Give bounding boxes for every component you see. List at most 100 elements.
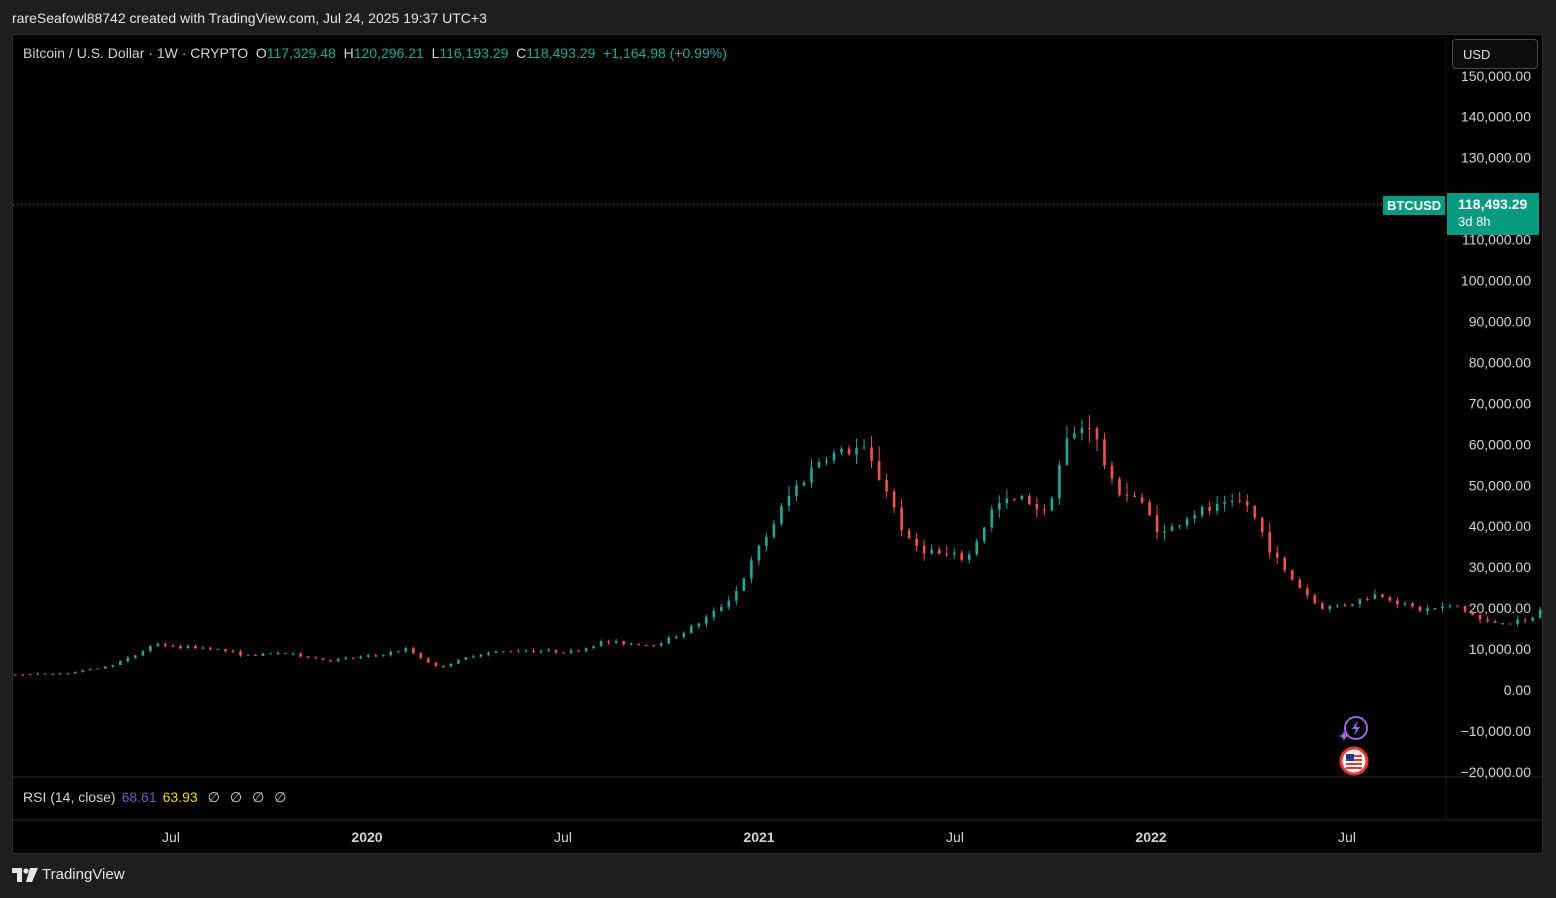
candle-body (216, 648, 220, 650)
y-tick-label: 150,000.00 (1461, 68, 1531, 84)
candle-body (1531, 617, 1534, 621)
candle-body (1058, 464, 1061, 499)
y-tick-label: 0.00 (1504, 682, 1531, 698)
candle-body (562, 652, 565, 654)
candle-body (81, 669, 85, 672)
last-price-value: 118,493.29 (1458, 196, 1528, 212)
candle-body (134, 655, 137, 658)
candle-body (622, 640, 625, 645)
candle-body (269, 653, 272, 655)
candle-body (629, 643, 633, 645)
candle-body (1088, 428, 1091, 430)
candle-body (742, 578, 746, 591)
y-tick-label: 130,000.00 (1461, 150, 1531, 166)
candle-body (231, 651, 235, 653)
candle-body (306, 656, 310, 658)
candle-body (104, 666, 107, 669)
candle-body (787, 495, 791, 507)
price-chart[interactable]: 150,000.00140,000.00130,000.00120,000.00… (13, 35, 1542, 853)
currency-selector-button[interactable]: USD (1452, 39, 1538, 69)
y-tick-label: 70,000.00 (1469, 395, 1531, 411)
candle-body (419, 653, 423, 659)
candle-body (757, 546, 761, 561)
candle-body (96, 668, 100, 670)
candle-body (381, 655, 385, 657)
candle-body (164, 644, 167, 646)
candle-body (149, 645, 152, 652)
candle-body (1125, 494, 1129, 496)
candle-body (975, 541, 979, 555)
candle-body (862, 447, 866, 449)
brand-name: TradingView (42, 866, 125, 883)
candle-body (1073, 433, 1076, 439)
candle-body (66, 673, 70, 675)
candle-body (1336, 605, 1339, 607)
candle-body (404, 648, 408, 652)
candle-body (1471, 611, 1474, 616)
candle-body (1148, 502, 1151, 516)
candle-body (13, 674, 17, 676)
candle-body (599, 641, 603, 646)
candle-body (802, 482, 806, 486)
candle-body (1463, 606, 1467, 612)
candle-body (517, 651, 520, 653)
candle-body (1418, 606, 1422, 612)
rsi-label: RSI (14, close) (23, 789, 116, 805)
candle-body (1433, 608, 1437, 610)
y-tick-label: 60,000.00 (1469, 436, 1531, 452)
candle-body (1268, 532, 1272, 553)
candle-body (847, 448, 851, 455)
high-value: 120,296.21 (353, 45, 424, 61)
candle-body (727, 600, 731, 607)
candle-body (870, 447, 873, 461)
candle-body (915, 538, 918, 546)
candle-body (126, 657, 130, 662)
candle-body (246, 654, 250, 656)
candle-body (1388, 596, 1392, 601)
candle-body (1411, 603, 1414, 607)
candle-body (795, 485, 798, 496)
candle-body (1290, 570, 1294, 580)
candle-body (224, 648, 227, 652)
chart-frame[interactable]: 150,000.00140,000.00130,000.00120,000.00… (12, 34, 1543, 854)
candle-body (1013, 498, 1016, 500)
candle-body (652, 644, 656, 646)
candle-body (524, 650, 528, 652)
close-label: C (516, 45, 527, 61)
y-tick-label: 110,000.00 (1462, 232, 1531, 248)
candle-body (945, 554, 949, 556)
x-tick-label: Jul (1338, 829, 1356, 845)
us-flag-event-icon[interactable] (1339, 746, 1369, 781)
rsi-legend: RSI (14, close) 68.61 63.93 ∅ ∅ ∅ ∅ (23, 789, 287, 806)
candle-body (314, 657, 317, 659)
candle-body (351, 657, 355, 659)
y-tick-label: −10,000.00 (1461, 723, 1532, 739)
lightning-event-icon[interactable] (1339, 715, 1369, 748)
candle-body (584, 648, 588, 652)
candle-body (366, 655, 370, 657)
candle-body (750, 560, 753, 579)
candle-body (1306, 588, 1309, 596)
candle-body (1358, 598, 1362, 604)
candle-body (442, 666, 445, 668)
candle-body (329, 659, 332, 661)
candle-body (1523, 619, 1527, 621)
candle-body (1110, 465, 1114, 479)
symbol-price-tag: BTCUSD (1383, 196, 1446, 215)
candle-body (1351, 603, 1354, 606)
candle-body (637, 643, 640, 646)
low-label: L (431, 45, 440, 61)
candle-body (1328, 605, 1332, 610)
candle-body (1185, 518, 1189, 526)
candle-body (1178, 525, 1181, 527)
change-value: +1,164.98 (+0.99%) (603, 45, 727, 61)
candle-body (457, 659, 460, 664)
tradingview-brand[interactable]: TradingView (12, 866, 125, 883)
candle-body (1043, 509, 1046, 511)
candle-body (1508, 623, 1512, 625)
candle-body (479, 654, 483, 657)
candle-body (1448, 605, 1452, 607)
candle-body (1223, 501, 1226, 504)
y-tick-label: 140,000.00 (1461, 109, 1531, 125)
candle-body (952, 552, 956, 555)
